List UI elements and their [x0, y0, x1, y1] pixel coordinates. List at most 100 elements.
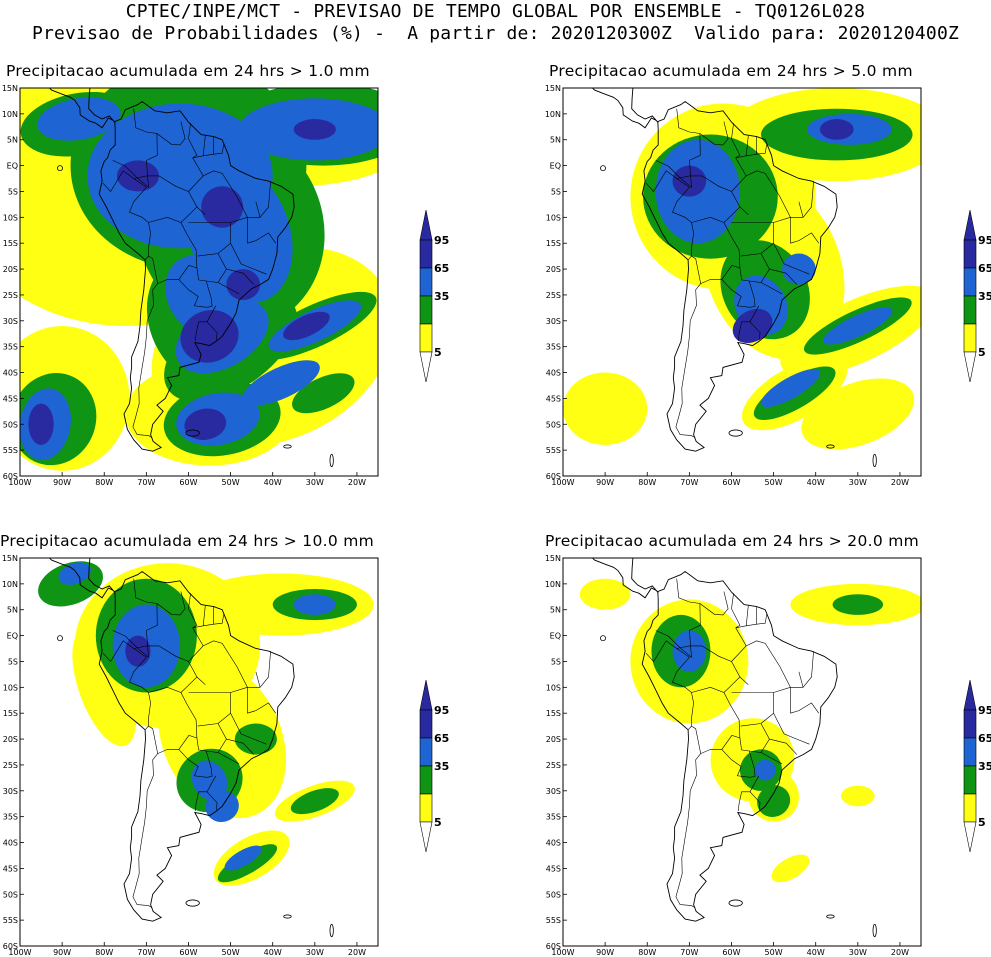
legend-swatch	[963, 239, 977, 269]
lat-tick-label: 15N	[2, 554, 18, 563]
figure-title: CPTEC/INPE/MCT - PREVISAO DE TEMPO GLOBA…	[125, 1, 866, 22]
figure-subtitle: Previsao de Probabilidades (%) - A parti…	[31, 23, 960, 44]
panel-title-20mm: Precipitacao acumulada em 24 hrs > 20.0 …	[545, 532, 920, 550]
legend-swatch	[963, 323, 977, 353]
lat-tick-label: 55S	[3, 446, 18, 455]
legend-swatch	[419, 267, 433, 297]
lon-tick-label: 70W	[680, 948, 698, 957]
lon-tick-label: 60W	[179, 948, 197, 957]
lon-tick-label: 20W	[348, 948, 366, 957]
lat-tick-label: EQ	[7, 632, 18, 641]
lon-tick-label: 40W	[264, 948, 282, 957]
lat-tick-label: 40S	[546, 839, 561, 848]
legend-swatch	[419, 295, 433, 325]
legend-label: 95	[434, 234, 449, 247]
legend-label: 65	[978, 732, 991, 745]
legend-label: 5	[978, 816, 986, 829]
lat-tick-label: 30S	[3, 317, 18, 326]
lon-tick-label: 80W	[638, 948, 656, 957]
lat-tick-label: 10S	[3, 213, 18, 222]
lat-tick-label: 20S	[3, 265, 18, 274]
lon-tick-label: 50W	[222, 948, 240, 957]
lon-tick-label: 30W	[306, 478, 324, 487]
map-panel-1mm: 15N 10N 5N EQ 5S 10S 15S 20S 25S 30S 35S 40S 45S 50S 5…	[2, 84, 379, 487]
lat-tick-label: 60S	[546, 942, 561, 951]
lat-tick-label: 10N	[2, 580, 18, 589]
legend-label: 95	[978, 704, 991, 717]
lat-tick-label: 5N	[7, 136, 18, 145]
legend-swatch	[419, 323, 433, 353]
legend-swatch	[963, 709, 977, 739]
lat-tick-label: 10S	[546, 683, 561, 692]
lat-tick-label: 15N	[545, 84, 561, 93]
lat-tick-label: 60S	[3, 472, 18, 481]
lat-tick-label: 45S	[3, 864, 18, 873]
lon-tick-label: 40W	[807, 478, 825, 487]
legend-label: 35	[434, 290, 449, 303]
lat-tick-label: 25S	[546, 291, 561, 300]
lat-tick-label: 60S	[546, 472, 561, 481]
lat-tick-label: 10N	[545, 580, 561, 589]
legend-label: 5	[978, 346, 986, 359]
lat-tick-label: 15S	[546, 239, 561, 248]
lat-tick-label: EQ	[7, 162, 18, 171]
lon-tick-label: 30W	[849, 948, 867, 957]
lon-tick-label: 100W	[551, 478, 574, 487]
lat-tick-label: 45S	[546, 394, 561, 403]
lon-tick-label: 100W	[8, 478, 31, 487]
lon-tick-label: 100W	[551, 948, 574, 957]
lat-tick-label: 5S	[8, 187, 18, 196]
panel-title-10mm: Precipitacao acumulada em 24 hrs > 10.0 …	[0, 532, 375, 550]
lon-tick-label: 80W	[95, 948, 113, 957]
lon-tick-label: 70W	[137, 948, 155, 957]
lat-tick-label: 5S	[8, 657, 18, 666]
legend-swatch	[419, 793, 433, 823]
legend-label: 5	[434, 816, 442, 829]
map-panel-10mm: 15N 10N 5N EQ 5S 10S 15S 20S 25S 30S 35S 40S 45S 50S 5…	[2, 554, 379, 957]
lat-tick-label: EQ	[550, 632, 561, 641]
lon-tick-label: 40W	[264, 478, 282, 487]
lat-tick-label: 20S	[546, 265, 561, 274]
lat-tick-label: 5S	[551, 187, 561, 196]
lon-tick-label: 90W	[596, 478, 614, 487]
lon-tick-label: 90W	[53, 948, 71, 957]
lon-tick-label: 60W	[722, 478, 740, 487]
color-legend-5mm: 95 65 35 5	[963, 209, 991, 383]
lat-tick-label: 10S	[3, 683, 18, 692]
lat-tick-label: 20S	[546, 735, 561, 744]
lat-tick-label: 30S	[546, 787, 561, 796]
legend-swatch	[419, 737, 433, 767]
lon-tick-label: 30W	[306, 948, 324, 957]
lat-tick-label: 15S	[3, 239, 18, 248]
lat-tick-label: 20S	[3, 735, 18, 744]
lon-tick-label: 50W	[765, 478, 783, 487]
legend-label: 35	[978, 760, 991, 773]
lon-tick-label: 30W	[849, 478, 867, 487]
lat-tick-label: 10S	[546, 213, 561, 222]
lat-tick-label: 40S	[3, 369, 18, 378]
lat-tick-label: 35S	[546, 343, 561, 352]
lat-tick-label: 50S	[3, 890, 18, 899]
lon-tick-label: 60W	[722, 948, 740, 957]
lat-tick-label: 15N	[2, 84, 18, 93]
lon-tick-label: 70W	[680, 478, 698, 487]
legend-label: 5	[434, 346, 442, 359]
lon-tick-label: 60W	[179, 478, 197, 487]
lat-tick-label: 50S	[546, 420, 561, 429]
lat-tick-label: 10N	[2, 110, 18, 119]
lat-tick-label: 40S	[546, 369, 561, 378]
color-legend-10mm: 95 65 35 5	[419, 679, 449, 853]
lon-tick-label: 20W	[348, 478, 366, 487]
lat-tick-label: 25S	[3, 291, 18, 300]
lat-tick-label: 5S	[551, 657, 561, 666]
lon-tick-label: 50W	[765, 948, 783, 957]
lon-tick-label: 100W	[8, 948, 31, 957]
legend-swatch	[963, 765, 977, 795]
lon-tick-label: 50W	[222, 478, 240, 487]
lat-tick-label: 35S	[3, 813, 18, 822]
legend-label: 95	[978, 234, 991, 247]
lon-tick-label: 20W	[891, 948, 909, 957]
lat-tick-label: 55S	[3, 916, 18, 925]
lat-tick-label: 55S	[546, 446, 561, 455]
lat-tick-label: 30S	[546, 317, 561, 326]
